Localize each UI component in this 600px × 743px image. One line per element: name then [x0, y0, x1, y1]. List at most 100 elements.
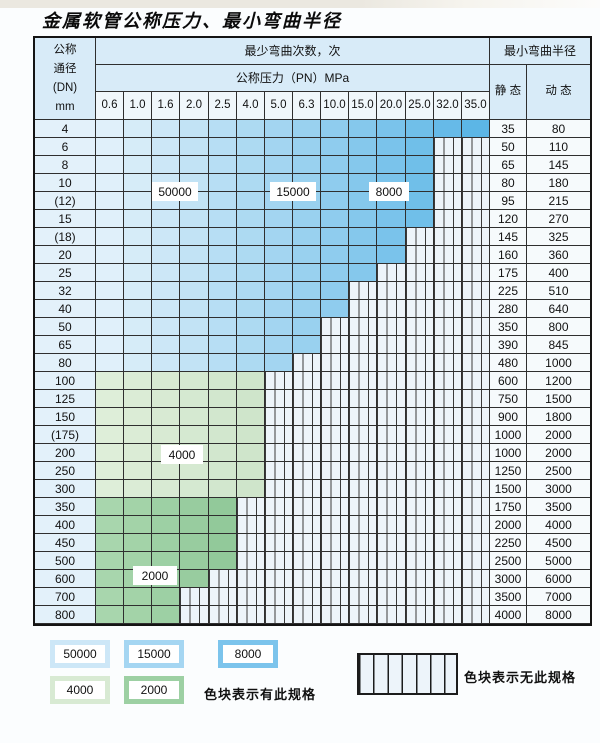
pressure-column-header: 32.0 [434, 92, 462, 120]
dn-cell: (18) [35, 228, 96, 246]
spec-cell [96, 498, 124, 516]
no-spec-cell [265, 444, 293, 462]
no-spec-cell [293, 588, 321, 606]
no-spec-cell [462, 552, 490, 570]
spec-cell [180, 372, 209, 390]
no-spec-cell [237, 588, 265, 606]
no-spec-cell [377, 354, 406, 372]
no-spec-cell [377, 516, 406, 534]
no-spec-cell [321, 336, 349, 354]
no-spec-cell [434, 390, 462, 408]
spec-cell [96, 552, 124, 570]
legend-swatch: 8000 [218, 640, 278, 668]
spec-cell [321, 156, 349, 174]
spec-cell [377, 138, 406, 156]
no-spec-cell [293, 444, 321, 462]
static-value-cell: 175 [490, 264, 527, 282]
spec-cell [96, 282, 124, 300]
spec-cell [349, 156, 377, 174]
spec-cell [180, 426, 209, 444]
no-spec-cell [406, 282, 434, 300]
bend-times-header: 最少弯曲次数，次 [96, 38, 490, 65]
no-spec-cell [462, 156, 490, 174]
static-value-cell: 1500 [490, 480, 527, 498]
spec-cell [96, 354, 124, 372]
dynamic-value-cell: 1200 [527, 372, 590, 390]
static-value-cell: 3000 [490, 570, 527, 588]
dn-cell: 700 [35, 588, 96, 606]
no-spec-cell [377, 408, 406, 426]
no-spec-cell [406, 336, 434, 354]
no-spec-cell [293, 462, 321, 480]
no-spec-cell [237, 570, 265, 588]
spec-cell [209, 426, 237, 444]
spec-cell [265, 246, 293, 264]
spec-cell [237, 390, 265, 408]
spec-cell [237, 444, 265, 462]
no-spec-cell [209, 570, 237, 588]
legend-no-spec-text: 色块表示无此规格 [464, 670, 577, 685]
no-spec-cell [349, 354, 377, 372]
pressure-column-header: 5.0 [265, 92, 293, 120]
no-spec-cell [293, 390, 321, 408]
static-value-cell: 2250 [490, 534, 527, 552]
no-spec-cell [406, 606, 434, 624]
static-value-cell: 280 [490, 300, 527, 318]
spec-cell [124, 174, 152, 192]
no-spec-cell [265, 498, 293, 516]
spec-cell [180, 210, 209, 228]
spec-cell [152, 318, 180, 336]
spec-cell [96, 462, 124, 480]
dn-header-line: (DN) [52, 81, 78, 94]
spec-cell [293, 228, 321, 246]
spec-cell [406, 174, 434, 192]
no-spec-cell [462, 444, 490, 462]
spec-cell [96, 318, 124, 336]
dynamic-value-cell: 270 [527, 210, 590, 228]
spec-cell [237, 480, 265, 498]
dn-cell: 6 [35, 138, 96, 156]
spec-cell [152, 462, 180, 480]
spec-cell [124, 300, 152, 318]
no-spec-cell [434, 354, 462, 372]
spec-cell [180, 552, 209, 570]
spec-cell [96, 264, 124, 282]
no-spec-cell [462, 480, 490, 498]
spec-cell [180, 354, 209, 372]
no-spec-cell [377, 588, 406, 606]
static-value-cell: 4000 [490, 606, 527, 624]
spec-cell [237, 408, 265, 426]
no-spec-cell [377, 282, 406, 300]
dynamic-value-cell: 2000 [527, 426, 590, 444]
no-spec-cell [462, 516, 490, 534]
no-spec-cell [462, 318, 490, 336]
no-spec-cell [293, 408, 321, 426]
spec-cell [180, 156, 209, 174]
no-spec-cell [349, 282, 377, 300]
spec-cell [349, 210, 377, 228]
spec-cell [124, 480, 152, 498]
spec-cell [237, 264, 265, 282]
legend-has-spec-text: 色块表示有此规格 [204, 687, 317, 702]
no-spec-cell [406, 552, 434, 570]
dn-cell: 10 [35, 174, 96, 192]
no-spec-cell [406, 498, 434, 516]
spec-cell [96, 192, 124, 210]
no-spec-cell [434, 480, 462, 498]
spec-cell [152, 390, 180, 408]
spec-cell [321, 246, 349, 264]
no-spec-cell [462, 606, 490, 624]
spec-cell [180, 228, 209, 246]
spec-cell [152, 426, 180, 444]
no-spec-cell [321, 444, 349, 462]
spec-cell [293, 210, 321, 228]
spec-cell [237, 174, 265, 192]
pressure-column-header: 6.3 [293, 92, 321, 120]
spec-cell [321, 282, 349, 300]
no-spec-cell [349, 390, 377, 408]
no-spec-cell [349, 408, 377, 426]
dn-cell: 25 [35, 264, 96, 282]
spec-cell [152, 138, 180, 156]
spec-cell [96, 516, 124, 534]
